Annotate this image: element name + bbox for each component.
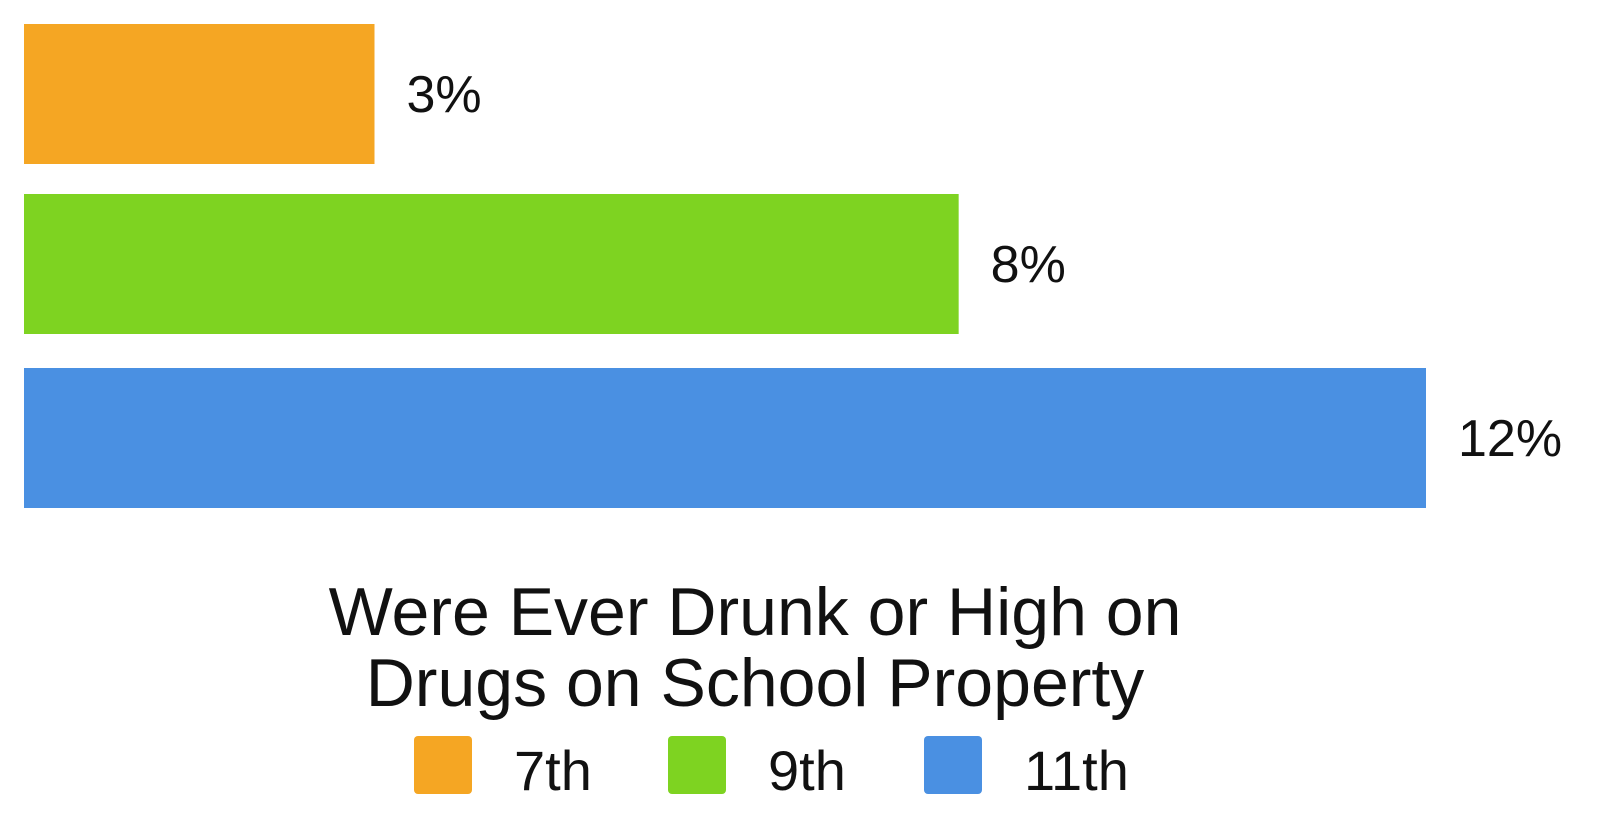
bar-7th xyxy=(24,24,375,164)
value-label-7th: 3% xyxy=(407,66,482,124)
legend-label-7th: 7th xyxy=(514,739,592,802)
legend-swatch-7th xyxy=(414,736,472,794)
bars-group xyxy=(24,24,1426,508)
legend-swatch-11th xyxy=(924,736,982,794)
chart-title: Were Ever Drunk or High on Drugs on Scho… xyxy=(329,574,1182,721)
value-label-11th: 12% xyxy=(1458,410,1562,468)
legend-label-11th: 11th xyxy=(1024,739,1129,802)
legend-label-9th: 9th xyxy=(768,739,846,802)
legend-swatch-9th xyxy=(668,736,726,794)
bar-9th xyxy=(24,194,959,334)
chart-title-line-1: Were Ever Drunk or High on xyxy=(329,574,1182,650)
chart-title-line-2: Drugs on School Property xyxy=(366,645,1145,721)
value-labels-group: 3% 8% 12% xyxy=(407,66,1563,468)
value-label-9th: 8% xyxy=(991,236,1066,294)
bar-11th xyxy=(24,368,1426,508)
legend: 7th 9th 11th xyxy=(414,736,1129,802)
